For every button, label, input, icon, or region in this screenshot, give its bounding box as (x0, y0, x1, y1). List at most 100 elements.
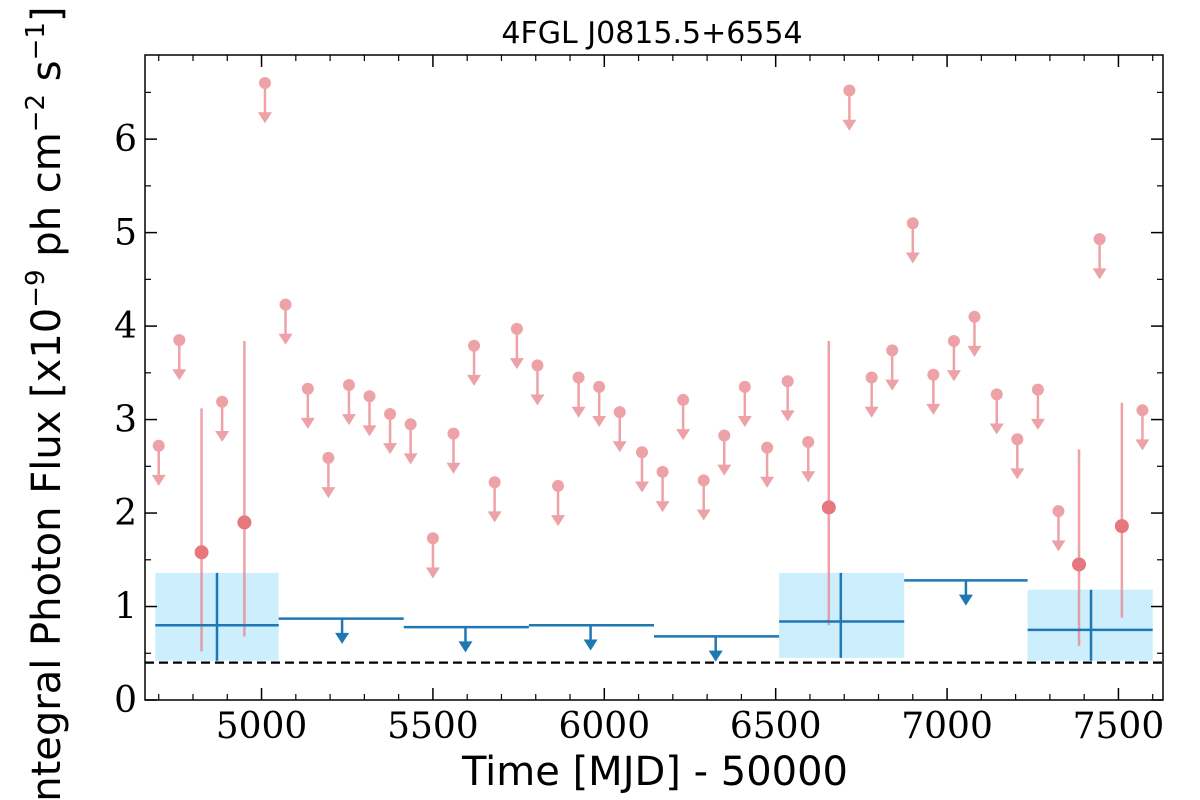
upper-limit-arrow (1010, 468, 1025, 480)
x-tick-label: 6000 (558, 706, 650, 747)
long-bin-upper-limit (528, 623, 654, 651)
detection-marker (1114, 519, 1129, 534)
short-bin-upper-limit (635, 446, 650, 493)
short-bin-upper-limit (1092, 233, 1107, 280)
short-bin-upper-limit (530, 359, 545, 406)
short-bin-detection (237, 341, 252, 637)
upper-limit-marker (906, 217, 919, 230)
short-bin-upper-limit (257, 77, 272, 124)
upper-limit-arrow (612, 441, 627, 453)
x-tick-label: 5500 (387, 706, 479, 747)
upper-limit-marker (1031, 383, 1044, 396)
upper-limit-arrow (946, 370, 961, 382)
upper-limit-arrow (321, 487, 336, 499)
upper-limit-marker (843, 84, 856, 97)
long-bin-detection (779, 572, 905, 658)
long-bin-detection (1027, 589, 1153, 661)
short-bin-upper-limit (403, 418, 418, 465)
x-tick-label: 7000 (901, 706, 993, 747)
upper-limit-marker (947, 335, 960, 348)
upper-limit-marker (1011, 433, 1024, 446)
short-bin-upper-limit (571, 371, 586, 418)
short-bin-upper-limit (509, 322, 524, 370)
short-bin-upper-limit (1051, 505, 1066, 552)
y-axis-title-exp2: −2 (21, 94, 51, 132)
y-axis-title-mid: ph cm (24, 132, 70, 269)
upper-limit-arrow (926, 403, 941, 415)
upper-limit-marker (738, 380, 751, 393)
upper-limit-arrow (300, 417, 315, 429)
upper-limit-arrow (172, 369, 187, 381)
y-tick-label: 6 (114, 119, 137, 160)
upper-limit-arrow (571, 406, 586, 418)
upper-limit-marker (531, 359, 544, 372)
short-bin-detection (194, 408, 209, 652)
y-axis-title-exp1: −9 (21, 269, 51, 307)
upper-limit-marker (636, 446, 649, 459)
short-bin-upper-limit (946, 335, 961, 382)
short-bin-upper-limit (321, 451, 336, 499)
upper-limit-arrow (717, 464, 732, 476)
short-bin-upper-limit (592, 380, 607, 428)
upper-limit-arrow (530, 394, 545, 406)
upper-limit-marker (697, 474, 710, 487)
upper-limit-arrow (215, 431, 230, 442)
detection-marker (194, 545, 209, 560)
y-axis-title-mid2: s (24, 60, 70, 94)
upper-limit-marker (152, 439, 165, 452)
x-tick-label: 7500 (1073, 706, 1165, 747)
upper-limit-arrow (842, 119, 857, 131)
upper-limit-arrow (655, 501, 670, 513)
upper-limit-marker (1052, 505, 1065, 518)
upper-limit-marker (656, 465, 669, 478)
short-bin-upper-limit (278, 298, 293, 345)
upper-limit-arrow (257, 112, 272, 124)
short-bin-upper-limit (926, 368, 941, 415)
short-bin-upper-limit (967, 310, 982, 357)
upper-limit-marker (279, 298, 292, 311)
y-tick-label: 1 (114, 587, 137, 628)
short-bin-upper-limit (383, 407, 398, 455)
short-bin-upper-limit (425, 532, 440, 579)
upper-limit-marker (572, 371, 585, 384)
upper-limit-arrow (1051, 540, 1066, 552)
short-bin-upper-limit (1030, 383, 1045, 430)
short-bin-upper-limit (905, 217, 920, 264)
upper-limit-arrow (905, 252, 920, 264)
upper-limit-arrow (487, 511, 502, 523)
upper-limit-arrow (967, 345, 982, 357)
upper-limit-marker (927, 368, 940, 381)
upper-limit-arrow (278, 333, 293, 345)
upper-limit-arrow (362, 425, 377, 437)
plot-frame (144, 54, 1164, 701)
y-axis-title-exp3: −1 (21, 22, 51, 60)
long-bin-upper-limit (403, 625, 529, 653)
x-axis-ticks: 5000 5500 6000 6500 7000 7500 (158, 55, 1165, 747)
upper-limit-arrow (801, 471, 816, 483)
long-bin-upper-limit (654, 635, 780, 662)
upper-limit-marker (488, 476, 501, 489)
upper-limit-marker (990, 388, 1003, 401)
short-bin-upper-limit (1135, 404, 1150, 451)
short-bin-upper-limit (446, 427, 461, 474)
long-bin-limit-arrow (583, 639, 598, 651)
upper-limit-marker (865, 371, 878, 384)
short-bin-upper-limit (151, 439, 166, 486)
short-bin-upper-limit (487, 476, 502, 523)
upper-limit-marker (718, 429, 731, 442)
upper-limit-marker (1093, 233, 1106, 246)
upper-limit-arrow (635, 481, 650, 493)
short-bin-upper-limit (842, 84, 857, 131)
short-bin-upper-limit (1010, 433, 1025, 480)
upper-limit-marker (552, 479, 565, 492)
short-bin-detection (821, 341, 836, 626)
upper-limit-marker (613, 406, 626, 419)
upper-limit-marker (447, 427, 460, 440)
upper-limit-arrow (760, 476, 775, 488)
upper-limit-arrow (737, 416, 752, 428)
short-bin-upper-limit (885, 344, 900, 391)
chart-title: 4FGL J0815.5+6554 (501, 16, 802, 51)
upper-limit-arrow (341, 414, 356, 426)
upper-limit-marker (426, 532, 439, 545)
